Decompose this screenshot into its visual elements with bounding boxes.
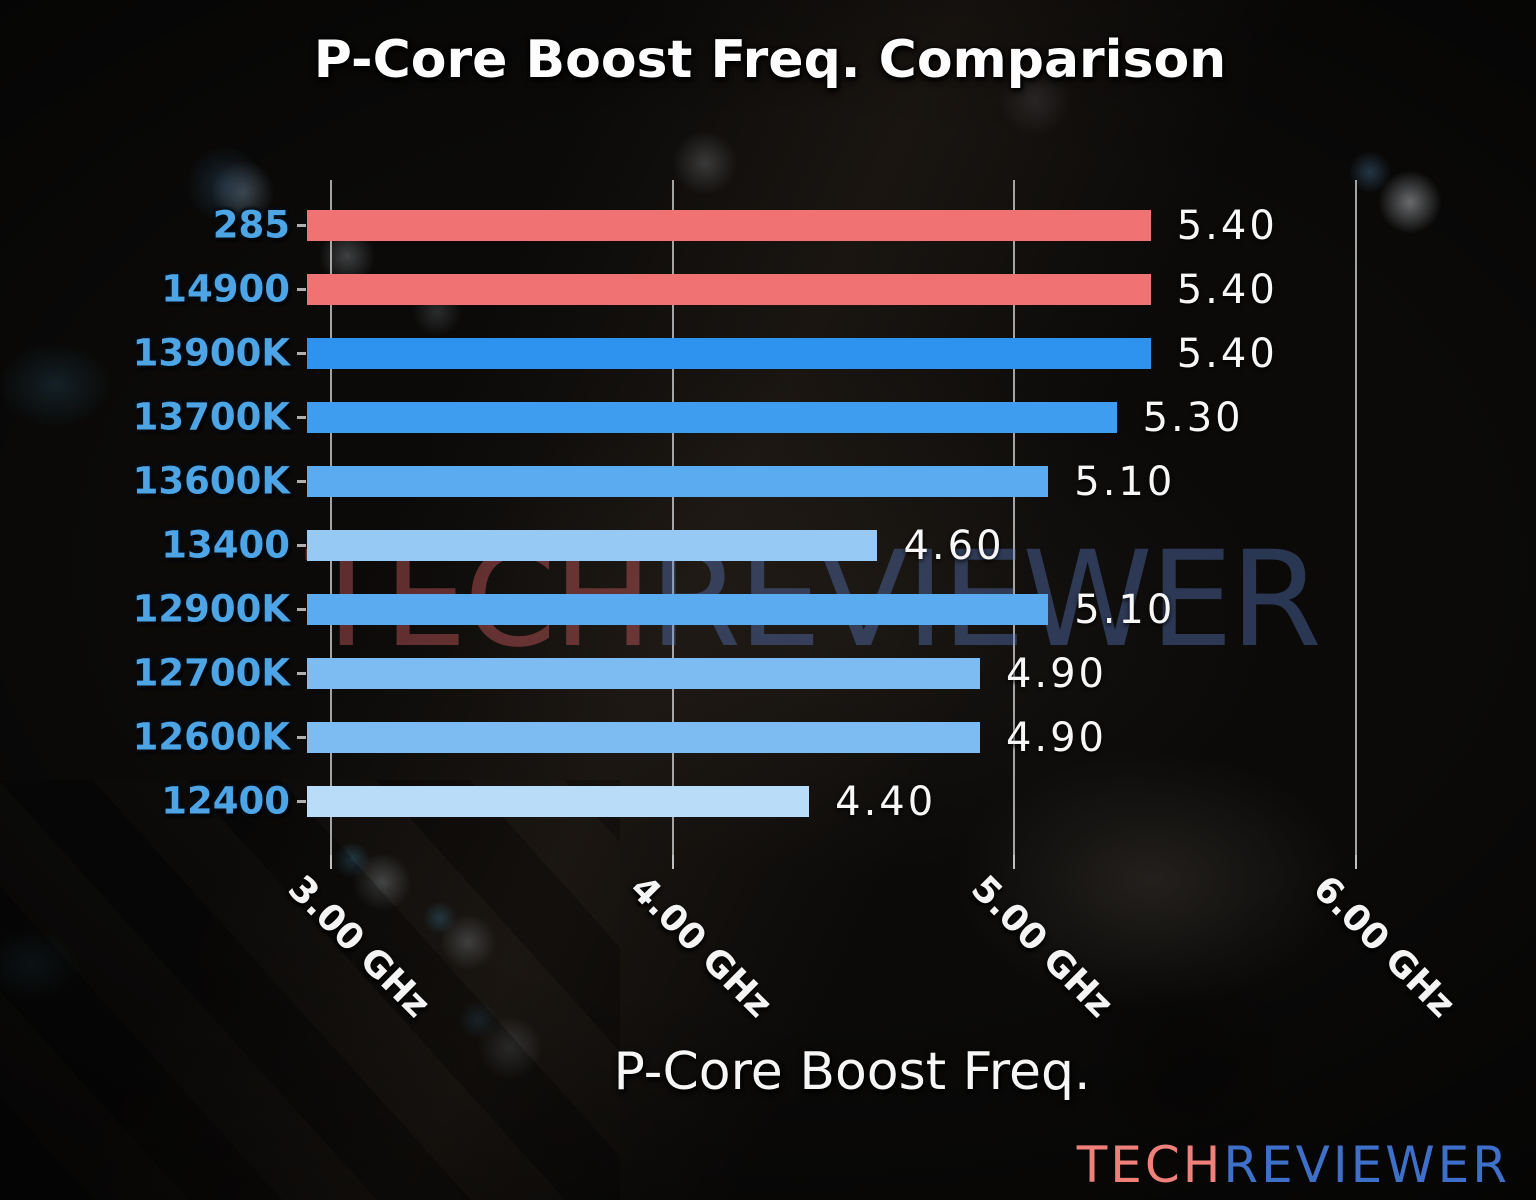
- value-label: 5.40: [1176, 266, 1278, 313]
- bar: [307, 594, 1049, 625]
- value-label: 5.10: [1074, 458, 1176, 505]
- bar: [307, 402, 1117, 433]
- gridline: [1354, 180, 1357, 855]
- brand-logo-tech-text: TECH: [1076, 1136, 1224, 1194]
- category-label: 13700K: [132, 395, 290, 439]
- y-axis-tick: [297, 800, 306, 803]
- y-axis-tick: [297, 224, 306, 227]
- y-axis-tick: [297, 416, 306, 419]
- y-axis-tick: [297, 288, 306, 291]
- bar: [307, 722, 980, 753]
- category-label: 14900: [161, 267, 290, 311]
- category-label: 13900K: [132, 331, 290, 375]
- gridline: [329, 180, 332, 855]
- y-axis-tick: [297, 608, 306, 611]
- category-label: 12700K: [132, 651, 290, 695]
- category-label: 13600K: [132, 459, 290, 503]
- category-label: 13400: [161, 523, 290, 567]
- category-label: 285: [212, 203, 290, 247]
- x-axis-tick: [1013, 855, 1016, 869]
- bar: [307, 530, 878, 561]
- gridline: [1013, 180, 1016, 855]
- bar: [307, 786, 810, 817]
- bar: [307, 274, 1151, 305]
- gridline: [671, 180, 674, 855]
- x-axis-tick: [329, 855, 332, 869]
- y-axis-tick: [297, 480, 306, 483]
- x-axis-title: P-Core Boost Freq.: [613, 1042, 1091, 1102]
- value-label: 4.60: [903, 522, 1005, 569]
- value-label: 4.90: [1005, 650, 1107, 697]
- bar: [307, 338, 1151, 369]
- bar: [307, 466, 1049, 497]
- value-label: 5.40: [1176, 202, 1278, 249]
- value-label: 5.30: [1142, 394, 1244, 441]
- value-label: 4.40: [835, 778, 937, 825]
- category-label: 12400: [161, 779, 290, 823]
- value-label: 5.10: [1074, 586, 1176, 633]
- bar: [307, 658, 980, 689]
- brand-logo-reviewer-text: REVIEWER: [1223, 1136, 1510, 1194]
- chart-title: P-Core Boost Freq. Comparison: [313, 30, 1227, 90]
- category-label: 12600K: [132, 715, 290, 759]
- y-axis-tick: [297, 736, 306, 739]
- category-label: 12900K: [132, 587, 290, 631]
- x-axis-tick: [671, 855, 674, 869]
- value-label: 4.90: [1005, 714, 1107, 761]
- y-axis-tick: [297, 352, 306, 355]
- value-label: 5.40: [1176, 330, 1278, 377]
- x-axis-tick: [1354, 855, 1357, 869]
- y-axis-tick: [297, 544, 306, 547]
- bar: [307, 210, 1151, 241]
- y-axis-tick: [297, 672, 306, 675]
- brand-logo: TECHREVIEWER: [1077, 1136, 1510, 1194]
